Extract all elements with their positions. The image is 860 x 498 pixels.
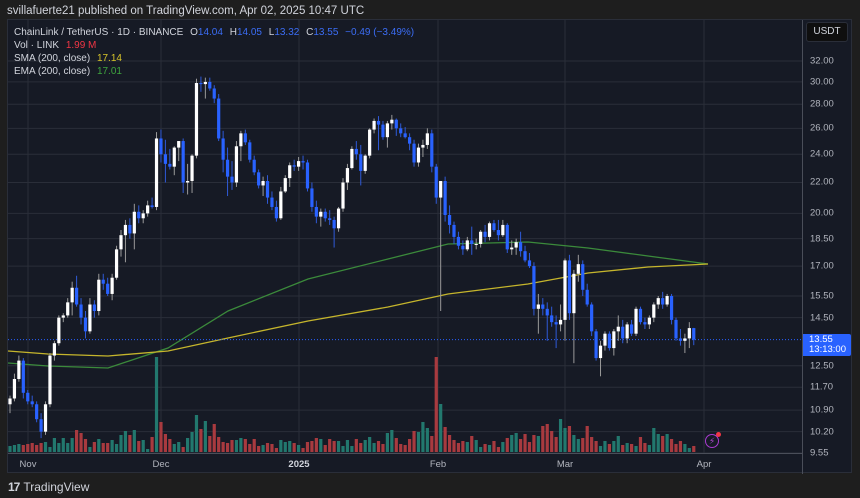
time-tick-label: Dec: [152, 459, 170, 470]
time-tick-label: Apr: [696, 459, 712, 470]
alert-dot: [716, 432, 721, 437]
price-tick-label: 9.55: [810, 447, 829, 459]
close-value: 13.55: [313, 27, 339, 38]
plot-area[interactable]: ChainLink / TetherUS · 1D · BINANCE O14.…: [8, 20, 802, 453]
price-tick-label: 17.00: [810, 260, 834, 272]
volume-label: Vol · LINK: [14, 40, 60, 51]
open-label: O: [190, 27, 198, 38]
low-value: 13.32: [274, 27, 300, 38]
last-price-tag: 13.55 13:13:00: [803, 333, 851, 356]
sma-label: SMA (200, close): [14, 53, 91, 64]
time-tick-label: Nov: [19, 459, 37, 470]
price-tick-label: 10.20: [810, 426, 834, 438]
legend-ema-row[interactable]: EMA (200, close) 17.01: [14, 65, 414, 78]
symbol-name[interactable]: ChainLink / TetherUS · 1D · BINANCE: [14, 27, 184, 38]
volume-value: 1.99 M: [65, 40, 97, 51]
bar-countdown: 13:13:00: [809, 343, 846, 355]
price-tick-label: 20.00: [810, 207, 834, 219]
time-tick-label: Feb: [429, 459, 447, 470]
legend-sma-row[interactable]: SMA (200, close) 17.14: [14, 52, 414, 65]
tradingview-brand: 17 TradingView: [8, 480, 89, 494]
price-tick-label: 28.00: [810, 98, 834, 110]
price-tick-label: 18.50: [810, 233, 834, 245]
price-tick-label: 30.00: [810, 76, 834, 88]
last-price-value: 13.55: [809, 333, 833, 345]
price-tick-label: 15.50: [810, 290, 834, 302]
ema-label: EMA (200, close): [14, 66, 91, 77]
alert-lightning-icon[interactable]: ⚡: [705, 432, 721, 448]
close-label: C: [306, 27, 314, 38]
price-tick-label: 24.00: [810, 148, 834, 160]
publisher-line: svillafuerte21 published on TradingView.…: [7, 5, 365, 17]
high-label: H: [229, 27, 237, 38]
price-tick-label: 26.00: [810, 122, 834, 134]
legend-volume-row[interactable]: Vol · LINK 1.99 M: [14, 39, 414, 52]
change-value: −0.49 (−3.49%): [345, 27, 415, 38]
legend-symbol-row: ChainLink / TetherUS · 1D · BINANCE O14.…: [14, 26, 414, 39]
price-tick-label: 22.00: [810, 176, 834, 188]
high-value: 14.05: [236, 27, 262, 38]
price-tick-label: 14.50: [810, 312, 834, 324]
chart-frame: ChainLink / TetherUS · 1D · BINANCE O14.…: [7, 19, 853, 474]
price-axis[interactable]: USDT 32.00 30.00 28.00 26.00 24.00 22.00 20.00…: [802, 20, 853, 474]
brand-name: TradingView: [23, 480, 90, 494]
time-tick-label: 2025: [288, 459, 310, 470]
legend: ChainLink / TetherUS · 1D · BINANCE O14.…: [14, 26, 414, 78]
price-tick-label: 11.70: [810, 381, 834, 393]
candlestick-chart[interactable]: [8, 20, 802, 453]
tradingview-logo-icon: 17: [8, 480, 20, 494]
price-tick-label: 32.00: [810, 55, 834, 67]
price-tick-label: 10.90: [810, 404, 834, 416]
time-axis[interactable]: Nov Dec 2025 Feb Mar Apr: [8, 453, 802, 474]
currency-button[interactable]: USDT: [806, 22, 848, 42]
ema-value: 17.01: [96, 66, 122, 77]
open-value: 14.04: [197, 27, 223, 38]
low-label: L: [268, 27, 275, 38]
time-tick-label: Mar: [556, 459, 574, 470]
price-tick-label: 12.50: [810, 360, 834, 372]
sma-value: 17.14: [96, 53, 122, 64]
